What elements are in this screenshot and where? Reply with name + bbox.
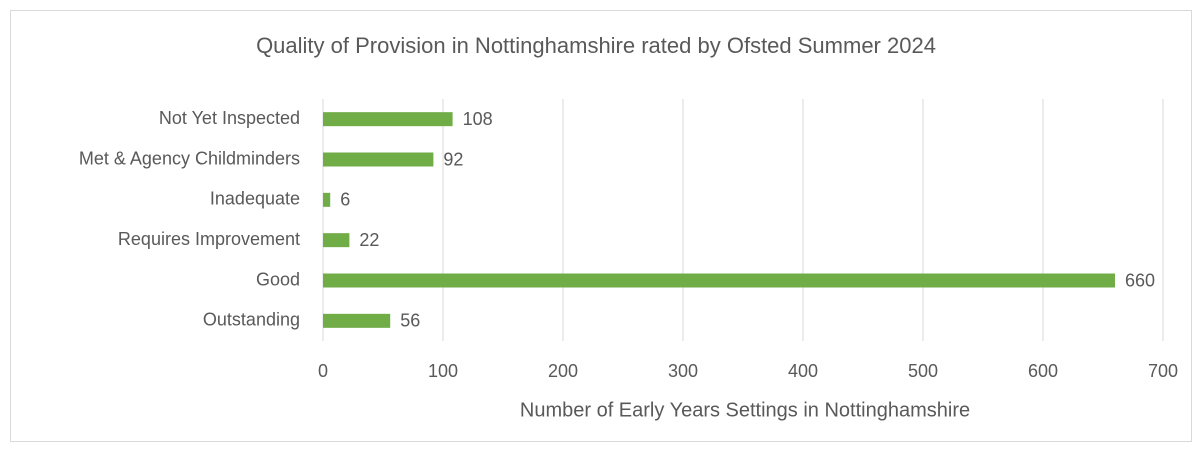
bar	[323, 192, 331, 207]
data-label: 660	[1125, 270, 1155, 290]
chart-frame	[10, 10, 1192, 442]
x-tick-label: 100	[428, 361, 458, 381]
x-tick-label: 200	[548, 361, 578, 381]
data-label: 22	[359, 230, 379, 250]
y-tick-label: Not Yet Inspected	[159, 108, 300, 128]
bar	[323, 273, 1115, 288]
y-tick-label: Met & Agency Childminders	[79, 148, 300, 168]
bar	[323, 152, 434, 167]
data-label: 92	[443, 149, 463, 169]
x-tick-label: 500	[908, 361, 938, 381]
data-label: 56	[400, 311, 420, 331]
y-tick-label: Requires Improvement	[118, 229, 300, 249]
x-axis-title: Number of Early Years Settings in Nottin…	[520, 399, 970, 421]
x-tick-label: 700	[1148, 361, 1178, 381]
bar	[323, 233, 350, 248]
y-tick-label: Good	[256, 269, 300, 289]
bar	[323, 112, 453, 127]
x-tick-label: 0	[318, 361, 328, 381]
bar	[323, 313, 391, 328]
x-tick-label: 600	[1028, 361, 1058, 381]
y-tick-label: Inadequate	[210, 189, 300, 209]
data-label: 6	[340, 190, 350, 210]
x-tick-label: 400	[788, 361, 818, 381]
x-tick-label: 300	[668, 361, 698, 381]
chart-title: Quality of Provision in Nottinghamshire …	[256, 33, 936, 58]
y-tick-label: Outstanding	[203, 310, 300, 330]
data-label: 108	[463, 109, 493, 129]
